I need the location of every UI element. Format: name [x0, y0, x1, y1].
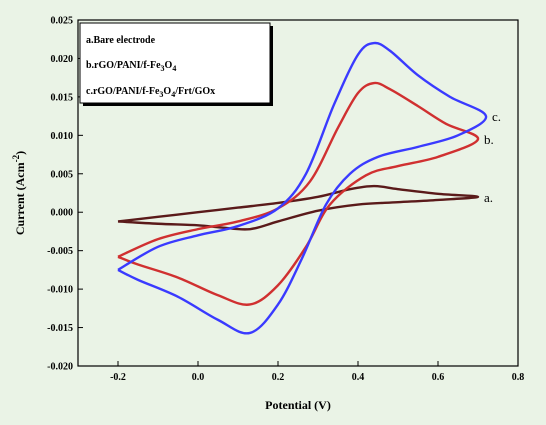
y-tick-label: 0.010	[51, 131, 74, 142]
y-axis-ticks: -0.020 -0.015 -0.010 -0.005 0.000 0.005 0.010 0…	[47, 16, 83, 373]
y-tick-label: 0.005	[51, 169, 74, 180]
x-tick-label: 0.0	[192, 372, 205, 383]
y-tick-label: 0.015	[51, 92, 74, 103]
plot-area-border	[77, 19, 519, 367]
x-tick-label: 0.6	[432, 372, 445, 383]
y-tick-label: -0.010	[47, 285, 73, 296]
series-label-b: b.	[484, 132, 494, 147]
series-label-a: a.	[484, 190, 493, 205]
y-axis-title: Current (Acm-2)	[11, 151, 27, 235]
x-tick-label: -0.2	[110, 372, 126, 383]
y-tick-label: 0.025	[51, 16, 74, 27]
series-line-a	[117, 184, 480, 231]
x-tick-label: 0.2	[272, 372, 285, 383]
legend: a.Bare electrode b.rGO/PANI/f-Fe3O4 c.rGO/…	[79, 22, 273, 106]
series-line-c	[117, 41, 488, 335]
legend-entry: a.Bare electrode	[86, 35, 156, 46]
series-lines	[117, 41, 488, 335]
x-axis-ticks: -0.2 0.0 0.2 0.4 0.6 0.8	[110, 361, 524, 383]
x-tick-label: 0.4	[352, 372, 365, 383]
y-tick-label: -0.005	[47, 246, 73, 257]
x-axis-title: Potential (V)	[265, 398, 331, 412]
series-label-c: c.	[492, 109, 501, 124]
y-tick-label: 0.000	[51, 208, 74, 219]
legend-box	[79, 22, 271, 104]
y-tick-label: -0.015	[47, 323, 73, 334]
legend-entry: c.rGO/PANI/f-Fe3O4/Frt/GOx	[86, 86, 215, 99]
y-tick-label: -0.020	[47, 362, 73, 373]
series-line-b	[117, 81, 480, 306]
y-tick-label: 0.020	[51, 54, 74, 65]
x-tick-label: 0.8	[512, 372, 525, 383]
plot-frame	[77, 19, 519, 367]
curve-labels: a. b. c.	[484, 109, 501, 205]
legend-entry: b.rGO/PANI/f-Fe3O4	[86, 60, 176, 73]
